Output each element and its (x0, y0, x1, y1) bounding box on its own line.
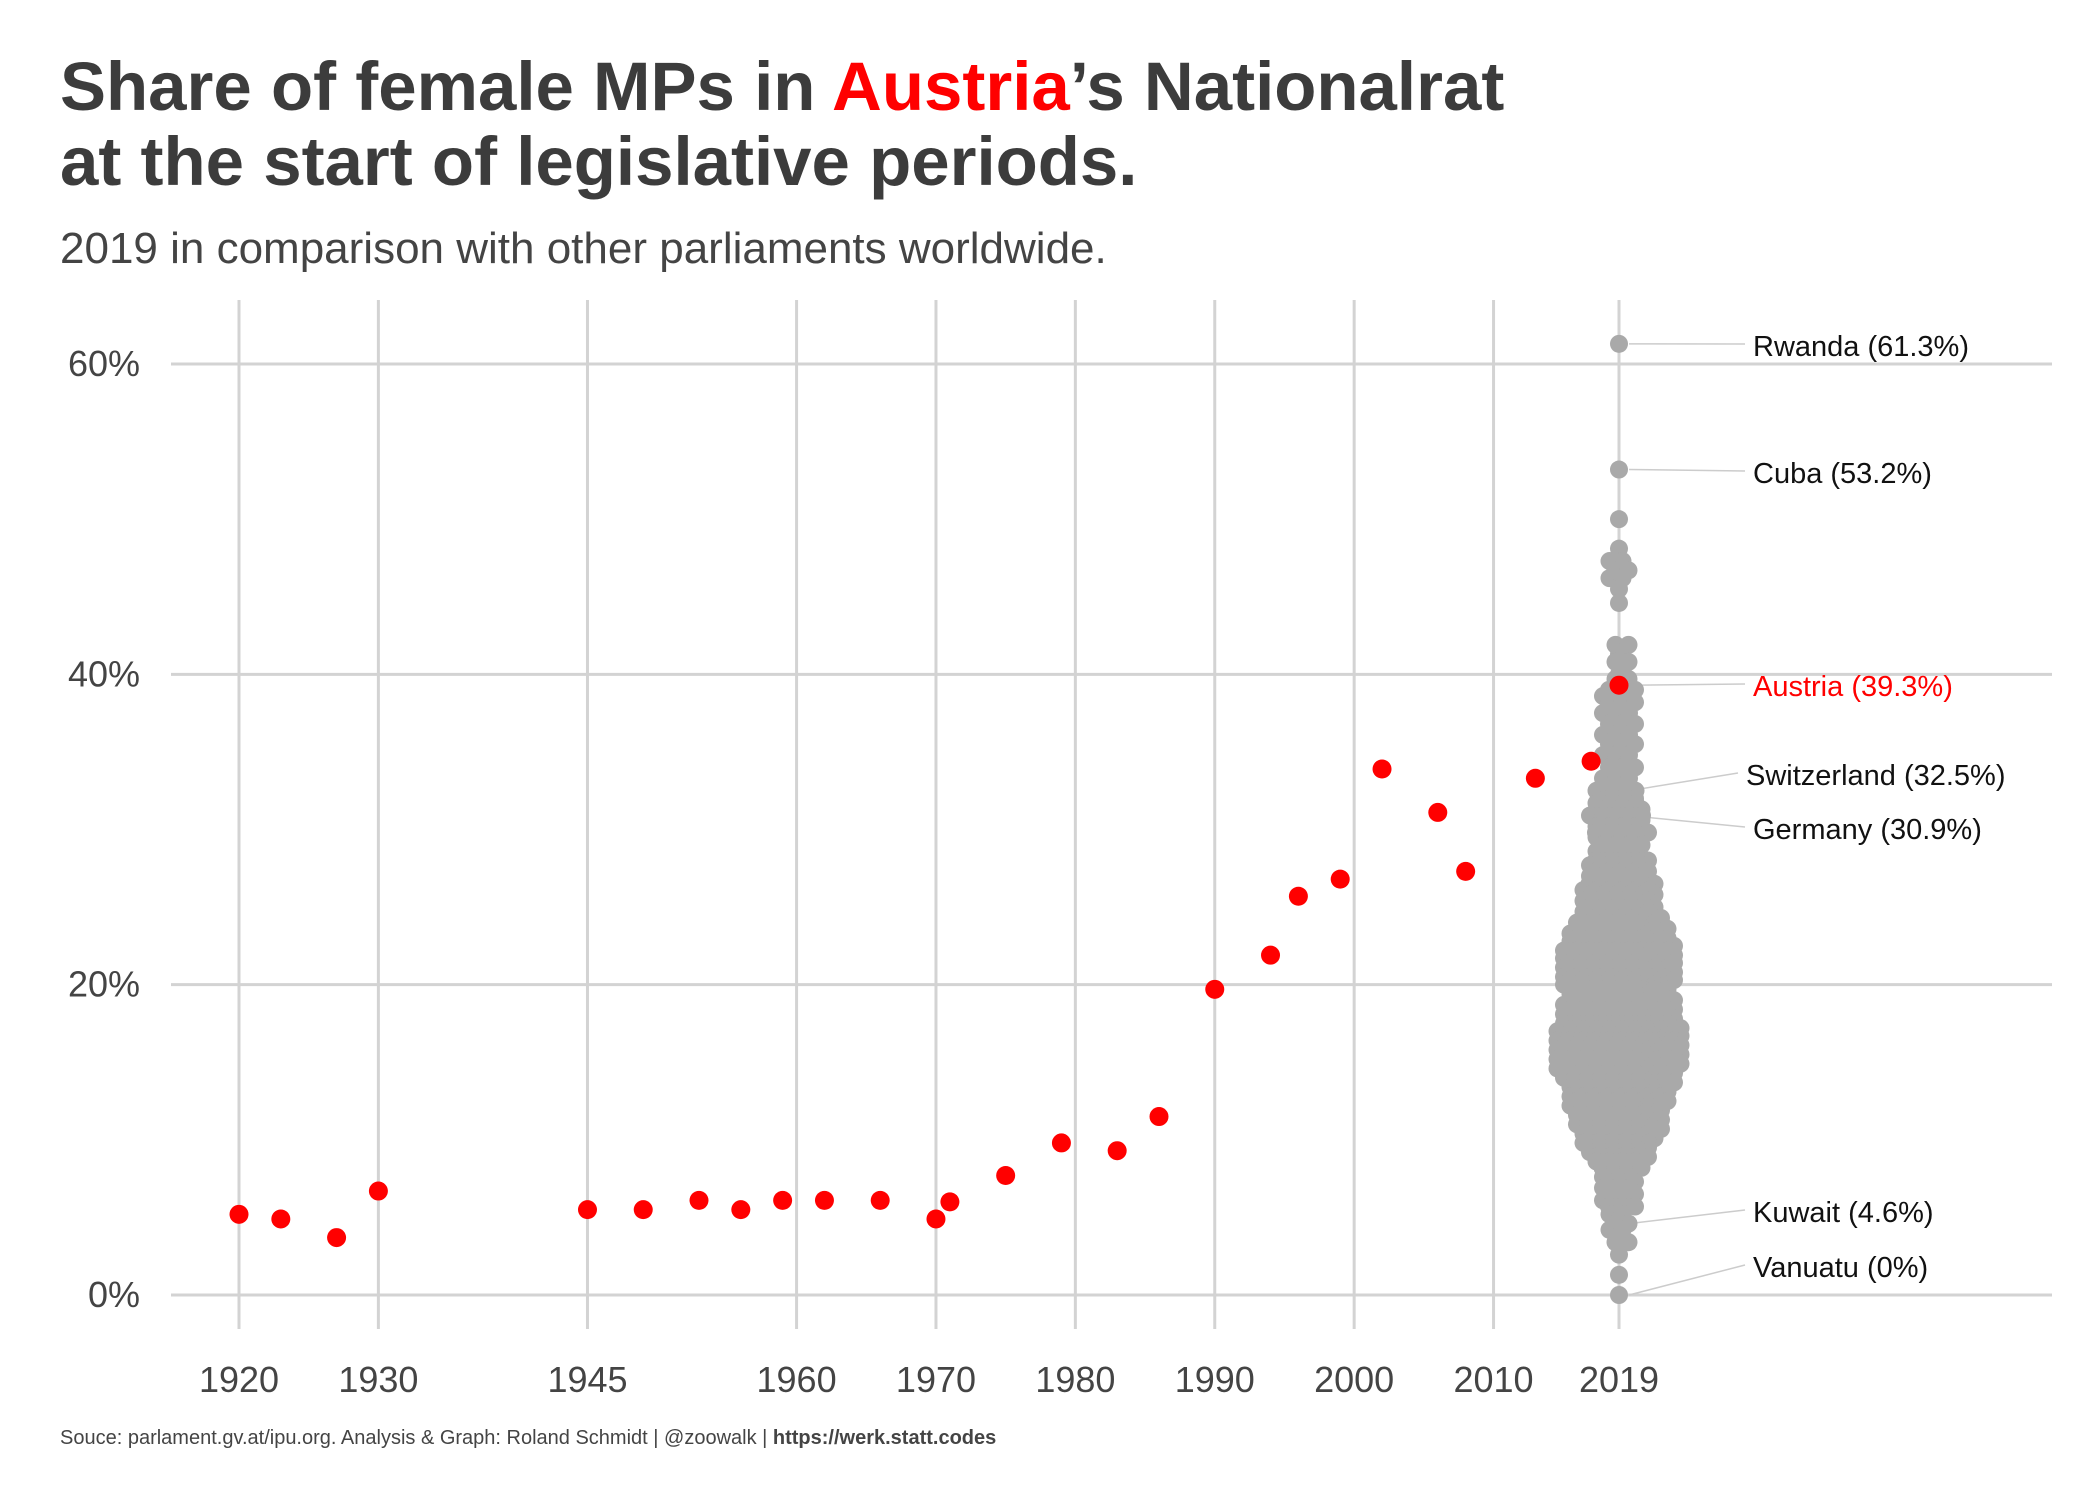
x-tick-label: 1945 (547, 1359, 627, 1400)
austria-point (1288, 886, 1308, 906)
austria-point (577, 1200, 597, 1220)
austria-point (229, 1204, 249, 1224)
world-2019-point (1610, 593, 1628, 612)
austria-point (996, 1166, 1016, 1186)
source-caption: Souce: parlament.gv.at/ipu.org. Analysis… (60, 1427, 996, 1450)
x-tick-label: 1920 (199, 1359, 279, 1400)
y-tick-label: 0% (88, 1274, 140, 1315)
austria-point (773, 1190, 793, 1210)
world-2019-point (1610, 1286, 1628, 1304)
x-tick-label: 2000 (1314, 1359, 1394, 1400)
chart-title: Share of female MPs in Austria’s Nationa… (60, 52, 1504, 202)
y-tick-label: 20% (68, 964, 140, 1005)
caption-link[interactable]: https://werk.statt.codes (772, 1427, 997, 1449)
series-world-2019 (1548, 334, 1690, 1304)
annotation-label: Vanuatu (0%) (1753, 1252, 1928, 1284)
austria-point (1428, 802, 1448, 822)
world-2019-point (1610, 1245, 1628, 1264)
austria-point (940, 1192, 960, 1212)
world-2019-point (1619, 1233, 1638, 1252)
world-2019-point (1632, 1158, 1651, 1177)
world-2019-point (1610, 460, 1628, 479)
x-tick-label: 2010 (1453, 1359, 1533, 1400)
austria-point (1525, 768, 1545, 788)
annotation-label: Rwanda (61.3%) (1753, 331, 1969, 363)
annotation-leader (1628, 1264, 1746, 1296)
annotation-label: Germany (30.9%) (1753, 814, 1982, 846)
chart-title-line-1: Share of female MPs in Austria’s Nationa… (60, 52, 1504, 121)
austria-point (731, 1200, 751, 1220)
world-2019-point (1610, 510, 1628, 529)
annotation-label: Kuwait (4.6%) (1753, 1197, 1934, 1229)
austria-point (1107, 1141, 1127, 1161)
world-2019-point (1610, 1265, 1628, 1284)
x-tick-label: 1960 (757, 1359, 837, 1400)
austria-point (1149, 1107, 1169, 1127)
austria-point (327, 1228, 347, 1248)
austria-point (814, 1190, 834, 1210)
austria-point (1051, 1133, 1071, 1153)
austria-point (1609, 675, 1629, 695)
austria-point (1372, 759, 1392, 779)
annotation-labels: Rwanda (61.3%) Cuba (53.2%) Austria (39.3%… (1746, 331, 2006, 1284)
chart-subtitle: 2019 in comparison with other parliament… (60, 224, 1107, 273)
austria-point (1330, 869, 1350, 889)
annotation-label: Cuba (53.2%) (1753, 458, 1932, 490)
annotation-leader (1628, 1209, 1746, 1225)
austria-point (271, 1209, 291, 1229)
austria-point (633, 1200, 653, 1220)
x-tick-label: 1970 (896, 1359, 976, 1400)
x-tick-label: 1990 (1175, 1359, 1255, 1400)
caption-text: Souce: parlament.gv.at/ipu.org. Analysis… (60, 1427, 773, 1449)
austria-point (1456, 861, 1476, 881)
x-tick-label: 1930 (338, 1359, 418, 1400)
x-tick-label: 1980 (1035, 1359, 1115, 1400)
annotation-label: Switzerland (32.5%) (1746, 760, 2006, 792)
annotation-leader (1628, 772, 1739, 792)
austria-point (870, 1190, 890, 1210)
austria-point (1261, 945, 1281, 965)
world-2019-point (1610, 579, 1628, 598)
x-tick-label: 2019 (1579, 1359, 1659, 1400)
austria-point (1581, 751, 1601, 771)
chart-title-highlight: Austria (832, 48, 1070, 125)
series-austria (229, 675, 1629, 1248)
y-tick-label: 40% (68, 653, 140, 694)
chart-title-line-2: at the start of legislative periods. (60, 123, 1138, 200)
austria-point (1205, 979, 1225, 999)
annotation-label: Austria (39.3%) (1753, 671, 1953, 703)
austria-point (926, 1209, 946, 1229)
chart-title-suffix: ’s Nationalrat (1069, 48, 1505, 125)
chart-title-prefix: Share of female MPs in (60, 48, 833, 125)
y-tick-label: 60% (68, 343, 140, 384)
world-2019-point (1610, 334, 1628, 353)
world-2019-point (1619, 652, 1638, 671)
austria-point (689, 1190, 709, 1210)
y-axis-ticks: 0% 20% 40% 60% (68, 343, 140, 1315)
x-axis-ticks: 1920 1930 1945 1960 1970 1980 1990 2000 2010 2019 (199, 1359, 1659, 1400)
annotation-leader (1628, 468, 1746, 472)
austria-point (368, 1181, 388, 1201)
annotation-leader (1628, 683, 1746, 686)
